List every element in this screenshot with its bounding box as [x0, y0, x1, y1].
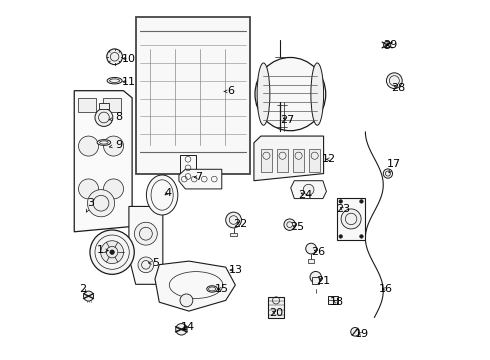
Circle shape [176, 324, 187, 335]
Bar [309, 149, 320, 172]
Text: 20: 20 [270, 308, 284, 318]
Polygon shape [129, 206, 163, 284]
Text: 2: 2 [79, 284, 87, 294]
Circle shape [339, 235, 343, 238]
Text: 12: 12 [322, 154, 336, 164]
Circle shape [95, 109, 113, 126]
Bar [312, 277, 319, 284]
Circle shape [339, 200, 343, 203]
Bar [308, 259, 314, 263]
Text: 5: 5 [148, 258, 159, 268]
Circle shape [310, 271, 321, 283]
Circle shape [383, 169, 392, 178]
Text: 10: 10 [122, 54, 136, 64]
Text: 3: 3 [86, 198, 94, 212]
Text: 23: 23 [336, 204, 350, 214]
Circle shape [303, 184, 314, 195]
Text: 6: 6 [224, 86, 234, 96]
Text: 19: 19 [355, 329, 369, 339]
Ellipse shape [107, 77, 122, 84]
Ellipse shape [207, 286, 218, 292]
Circle shape [103, 179, 123, 199]
Circle shape [180, 294, 193, 307]
Text: 27: 27 [280, 115, 294, 125]
Circle shape [110, 250, 114, 254]
Bar [261, 149, 272, 172]
Ellipse shape [257, 63, 270, 125]
Bar [180, 155, 196, 181]
Text: 18: 18 [330, 297, 344, 307]
Bar [293, 149, 304, 172]
Text: 25: 25 [290, 222, 304, 232]
Circle shape [360, 200, 363, 203]
Polygon shape [74, 91, 132, 232]
Circle shape [103, 136, 123, 156]
Text: 16: 16 [379, 284, 393, 294]
Bar [103, 98, 121, 112]
Circle shape [90, 230, 134, 274]
Bar [99, 103, 109, 109]
Text: 9: 9 [109, 140, 123, 150]
Text: 21: 21 [316, 276, 330, 286]
Circle shape [100, 241, 123, 264]
Circle shape [134, 222, 157, 245]
Ellipse shape [255, 58, 326, 131]
Circle shape [284, 219, 295, 230]
Text: 7: 7 [194, 172, 202, 182]
Polygon shape [291, 181, 326, 199]
Text: 1: 1 [97, 245, 108, 255]
Circle shape [360, 235, 363, 238]
Circle shape [138, 257, 154, 273]
Circle shape [351, 328, 359, 336]
Text: 15: 15 [215, 284, 229, 294]
Bar [78, 98, 96, 112]
Bar [268, 297, 284, 318]
Text: 22: 22 [234, 219, 248, 229]
Text: 17: 17 [387, 159, 401, 173]
Text: 11: 11 [122, 77, 136, 87]
Circle shape [88, 190, 115, 217]
Bar [337, 198, 365, 240]
Text: 29: 29 [384, 40, 398, 50]
Text: 4: 4 [165, 188, 172, 198]
Ellipse shape [147, 175, 178, 215]
Text: 13: 13 [229, 265, 243, 275]
Text: 8: 8 [109, 112, 123, 122]
Circle shape [107, 49, 122, 64]
Circle shape [226, 212, 242, 228]
Ellipse shape [97, 140, 111, 145]
Polygon shape [155, 261, 235, 311]
Bar [230, 233, 237, 237]
Text: 14: 14 [181, 322, 195, 332]
Polygon shape [179, 169, 222, 189]
Circle shape [341, 209, 361, 229]
Circle shape [83, 291, 94, 301]
Circle shape [78, 179, 98, 199]
Polygon shape [254, 136, 323, 181]
Circle shape [306, 243, 317, 254]
Circle shape [78, 136, 98, 156]
Bar [136, 17, 249, 174]
Text: 24: 24 [298, 190, 312, 200]
Text: 28: 28 [391, 83, 405, 93]
Text: 26: 26 [311, 247, 325, 257]
Circle shape [384, 41, 391, 49]
Circle shape [387, 73, 402, 89]
Bar [328, 296, 338, 304]
Bar [277, 149, 288, 172]
Ellipse shape [311, 63, 323, 125]
